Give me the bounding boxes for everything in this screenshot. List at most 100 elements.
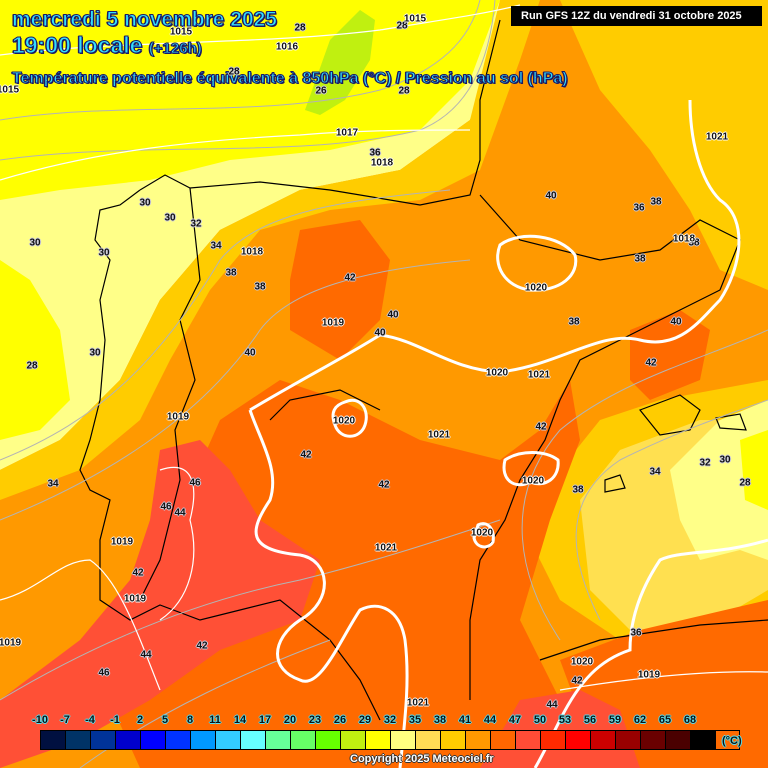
legend-tick: 29 [358, 714, 372, 726]
legend-swatch [616, 731, 641, 749]
temperature-label: 28 [26, 360, 38, 372]
legend-swatch [41, 731, 66, 749]
temperature-label: 38 [688, 237, 700, 249]
pressure-label: 1017 [335, 127, 359, 139]
temperature-label: 30 [719, 454, 731, 466]
legend-tick: 2 [136, 714, 144, 726]
temperature-label: 40 [374, 327, 386, 339]
legend-tick: 32 [383, 714, 397, 726]
legend-tick: -7 [60, 714, 70, 726]
legend-tick: 26 [333, 714, 347, 726]
legend-swatch [666, 731, 691, 749]
isobar-1020-center [331, 398, 368, 438]
legend-tick: 8 [186, 714, 194, 726]
legend-tick: 53 [558, 714, 572, 726]
legend-tick: 17 [258, 714, 272, 726]
legend-swatch [516, 731, 541, 749]
legend-tick: 23 [308, 714, 322, 726]
temperature-label: 38 [634, 253, 646, 265]
temperature-label: 34 [210, 240, 222, 252]
field-yellow-green [305, 10, 375, 115]
field-red-orange [0, 440, 320, 768]
legend-swatch [491, 731, 516, 749]
temperature-label: 42 [196, 640, 208, 652]
pressure-label: 1018 [240, 246, 264, 258]
field-yellow [0, 0, 500, 200]
run-info-badge: Run GFS 12Z du vendredi 31 octobre 2025 [511, 6, 762, 26]
temperature-label: 44 [174, 507, 186, 519]
temperature-label: 40 [244, 347, 256, 359]
pressure-label: 1019 [0, 637, 22, 649]
legend-tick: 41 [458, 714, 472, 726]
legend-swatch [66, 731, 91, 749]
temperature-label: 28 [228, 66, 240, 78]
temperature-label: 28 [739, 477, 751, 489]
legend-swatch [291, 731, 316, 749]
pressure-label: 1020 [332, 415, 356, 427]
temperature-label: 42 [132, 567, 144, 579]
pressure-label: 1015 [0, 84, 20, 96]
pressure-label: 1020 [570, 656, 594, 668]
legend-swatch [541, 731, 566, 749]
pressure-label: 1019 [110, 536, 134, 548]
legend-tick: 38 [433, 714, 447, 726]
temperature-label: 36 [369, 147, 381, 159]
temperature-label: 44 [140, 649, 152, 661]
legend-tick: 14 [233, 714, 247, 726]
legend-tick: 65 [658, 714, 672, 726]
legend-swatch [191, 731, 216, 749]
pressure-label: 1015 [403, 13, 427, 25]
temperature-label: 30 [139, 197, 151, 209]
legend-swatch [166, 731, 191, 749]
coastlines [79, 19, 768, 721]
temperature-label: 30 [98, 247, 110, 259]
temperature-label: 42 [645, 357, 657, 369]
forecast-time: 19:00 locale (+126h) [11, 32, 202, 59]
temperature-label: 46 [98, 667, 110, 679]
legend-swatch [266, 731, 291, 749]
temperature-label: 28 [398, 85, 410, 97]
temperature-label: 34 [649, 466, 661, 478]
temperature-label: 36 [633, 202, 645, 214]
temperature-label: 32 [190, 218, 202, 230]
legend-swatch [316, 731, 341, 749]
legend-swatch [341, 731, 366, 749]
pressure-label: 1016 [275, 41, 299, 53]
field-yellow-west [0, 260, 70, 440]
pressure-label: 1021 [427, 429, 451, 441]
forecast-local-time: 19:00 locale [11, 32, 143, 59]
temperature-label: 42 [378, 479, 390, 491]
temperature-label: 42 [300, 449, 312, 461]
temperature-label: 30 [89, 347, 101, 359]
legend-swatch [141, 731, 166, 749]
field-gold [0, 0, 540, 500]
pressure-label: 1020 [485, 367, 509, 379]
temperature-label: 30 [164, 212, 176, 224]
legend-ticks: -10 -7 -4 -1 2 5 8 11 14 17 20 23 26 29 32 35 38 41 44 47 50… [32, 714, 740, 728]
temperature-label: 40 [670, 316, 682, 328]
temperature-label: 36 [630, 627, 642, 639]
temperature-label: 26 [315, 85, 327, 97]
pressure-label: 1019 [321, 317, 345, 329]
pressure-label: 1021 [705, 131, 729, 143]
pressure-label: 1019 [166, 411, 190, 423]
temperature-label: 38 [254, 281, 266, 293]
legend-colorbar [40, 730, 740, 750]
temperature-label: 38 [568, 316, 580, 328]
color-legend: -10 -7 -4 -1 2 5 8 11 14 17 20 23 26 29 32 35 38 41 44 47 50… [32, 714, 742, 750]
pressure-label: 1018 [370, 157, 394, 169]
parameter-title: Température potentielle équivalente à 85… [12, 70, 569, 88]
temperature-label: 38 [572, 484, 584, 496]
legend-swatch [466, 731, 491, 749]
forecast-date: mercredi 5 novembre 2025 [12, 8, 278, 32]
legend-swatch [366, 731, 391, 749]
temperature-label: 30 [29, 237, 41, 249]
legend-tick: 50 [533, 714, 547, 726]
legend-swatch [566, 731, 591, 749]
legend-swatch [416, 731, 441, 749]
pressure-label: 1021 [374, 542, 398, 554]
copyright-notice: Copyright 2025 Meteociel.fr [350, 753, 494, 765]
pressure-label: 1019 [123, 593, 147, 605]
